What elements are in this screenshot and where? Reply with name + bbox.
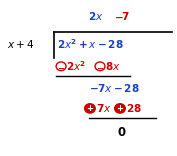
Text: $\mathbf{0}$: $\mathbf{0}$	[117, 126, 127, 139]
Circle shape	[85, 104, 95, 113]
Text: $\mathbf{7}$: $\mathbf{7}$	[121, 10, 130, 22]
Text: $\mathbf{-}$: $\mathbf{-}$	[57, 62, 65, 71]
Text: $\mathbf{8\mathit{x}}$: $\mathbf{8\mathit{x}}$	[105, 60, 121, 72]
Text: $\mathbf{2\mathit{x}^2}$: $\mathbf{2\mathit{x}^2}$	[66, 59, 87, 73]
Text: $\mathbf{2\mathit{x}}$: $\mathbf{2\mathit{x}}$	[88, 10, 104, 22]
Circle shape	[115, 104, 125, 113]
Text: $\mathbf{+}$: $\mathbf{+}$	[86, 103, 94, 113]
Text: $\mathbf{+}$: $\mathbf{+}$	[116, 103, 124, 113]
Text: $\mathbf{-}$: $\mathbf{-}$	[96, 62, 104, 71]
Text: $\mathbf{-}$: $\mathbf{-}$	[114, 11, 124, 21]
Text: $\mathbf{7\mathit{x}}$: $\mathbf{7\mathit{x}}$	[96, 102, 111, 114]
Text: $\mathbf{2\mathit{x}^2 + \mathit{x} - 28}$: $\mathbf{2\mathit{x}^2 + \mathit{x} - 28…	[57, 37, 123, 51]
Text: $\mathit{x}+4$: $\mathit{x}+4$	[7, 38, 34, 50]
Text: $\mathbf{28}$: $\mathbf{28}$	[126, 102, 142, 114]
Text: $\mathbf{-7\mathit{x} - 28}$: $\mathbf{-7\mathit{x} - 28}$	[89, 82, 140, 94]
